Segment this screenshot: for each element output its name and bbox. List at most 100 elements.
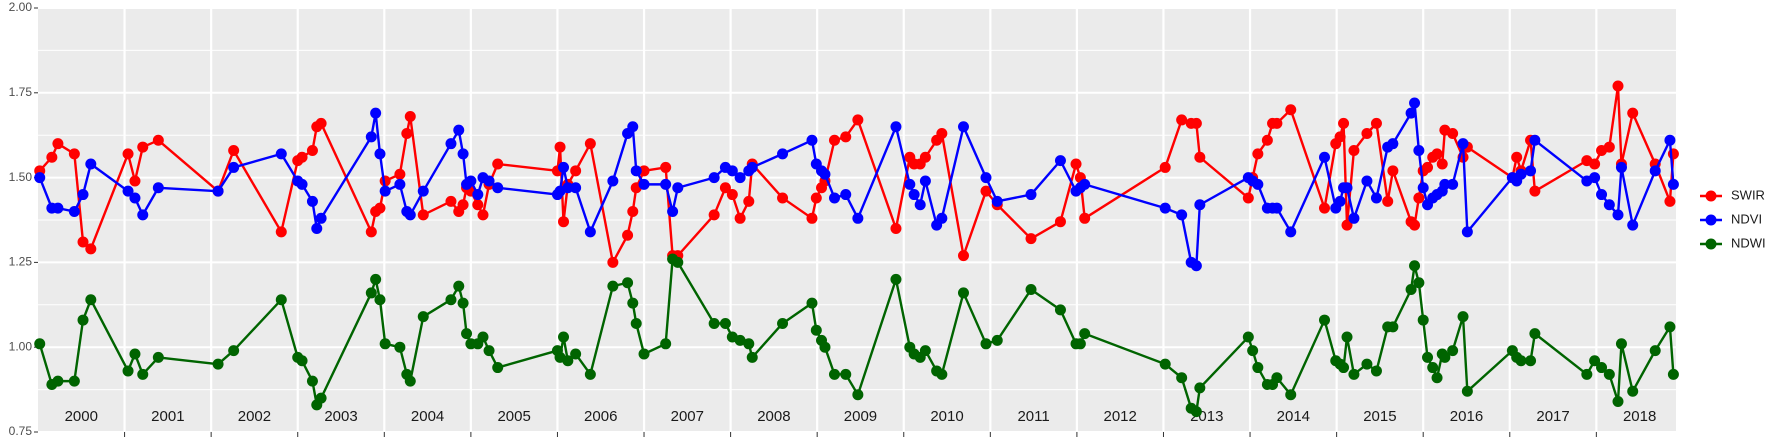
x-tick-label: 2006	[584, 408, 617, 425]
data-point	[137, 141, 149, 153]
data-point	[365, 226, 377, 238]
data-point	[1176, 209, 1188, 221]
data-point	[453, 280, 465, 292]
data-point	[1525, 165, 1537, 177]
data-point	[379, 338, 391, 350]
data-point	[212, 185, 224, 197]
data-point	[445, 138, 457, 150]
data-point	[68, 206, 80, 218]
data-point	[806, 297, 818, 309]
data-point	[726, 189, 738, 201]
data-point	[1589, 172, 1601, 184]
data-point	[477, 331, 489, 343]
data-point	[919, 175, 931, 187]
data-point	[152, 182, 164, 194]
x-tick-label: 2005	[497, 408, 530, 425]
data-point	[1409, 219, 1421, 231]
data-point	[1159, 202, 1171, 214]
data-point	[228, 345, 240, 357]
data-point	[212, 358, 224, 370]
data-point	[483, 345, 495, 357]
data-point	[852, 114, 864, 126]
data-point	[1457, 311, 1469, 323]
data-point	[306, 375, 318, 387]
data-point	[1334, 195, 1346, 207]
data-point	[152, 351, 164, 363]
data-point	[957, 287, 969, 299]
x-tick-label: 2014	[1277, 408, 1310, 425]
data-point	[1409, 97, 1421, 109]
data-point	[1664, 134, 1676, 146]
data-point	[137, 209, 149, 221]
data-point	[465, 175, 477, 187]
data-point	[1664, 321, 1676, 333]
data-point	[122, 365, 134, 377]
data-point	[607, 175, 619, 187]
data-point	[1431, 372, 1443, 384]
data-point	[1348, 212, 1360, 224]
data-point	[46, 151, 58, 163]
data-point	[85, 294, 97, 306]
data-point	[457, 297, 469, 309]
data-point	[122, 148, 134, 160]
data-point	[296, 151, 308, 163]
data-point	[1529, 134, 1541, 146]
data-point	[726, 165, 738, 177]
data-point	[401, 128, 413, 140]
data-point	[1382, 195, 1394, 207]
data-point	[492, 158, 504, 170]
data-point	[719, 182, 731, 194]
data-point	[1074, 338, 1086, 350]
data-point	[52, 375, 64, 387]
data-point	[1422, 161, 1434, 173]
data-point	[810, 324, 822, 336]
data-point	[483, 175, 495, 187]
data-point	[719, 317, 731, 329]
data-point	[584, 368, 596, 380]
data-point	[1387, 138, 1399, 150]
data-point	[936, 128, 948, 140]
data-point	[1612, 395, 1624, 407]
y-tick-label: 2.00	[9, 0, 33, 14]
data-point	[1581, 368, 1593, 380]
data-point	[1596, 189, 1608, 201]
data-point	[1603, 141, 1615, 153]
data-point	[980, 172, 992, 184]
data-point	[1370, 117, 1382, 129]
data-point	[129, 348, 141, 360]
data-point	[1439, 351, 1451, 363]
data-point	[1413, 277, 1425, 289]
data-point	[1341, 182, 1353, 194]
data-point	[806, 212, 818, 224]
data-point	[630, 165, 642, 177]
data-point	[746, 161, 758, 173]
data-point	[840, 368, 852, 380]
data-point	[1603, 199, 1615, 211]
data-point	[1596, 362, 1608, 374]
x-tick-label: 2015	[1363, 408, 1396, 425]
data-point	[1348, 144, 1360, 156]
data-point	[379, 185, 391, 197]
data-point	[660, 338, 672, 350]
data-point	[1529, 185, 1541, 197]
data-point	[1190, 406, 1202, 418]
data-point	[68, 148, 80, 160]
data-point	[1627, 107, 1639, 119]
data-point	[1361, 175, 1373, 187]
data-point	[558, 331, 570, 343]
data-point	[1025, 189, 1037, 201]
data-point	[417, 311, 429, 323]
data-point	[828, 134, 840, 146]
data-point	[1261, 134, 1273, 146]
data-point	[1405, 284, 1417, 296]
data-point	[1242, 331, 1254, 343]
data-point	[890, 121, 902, 133]
data-point	[1511, 151, 1523, 163]
data-point	[672, 256, 684, 268]
data-point	[890, 273, 902, 285]
data-point	[708, 317, 720, 329]
data-point	[122, 185, 134, 197]
x-tick-label: 2012	[1104, 408, 1137, 425]
y-tick-label: 1.50	[9, 170, 33, 184]
